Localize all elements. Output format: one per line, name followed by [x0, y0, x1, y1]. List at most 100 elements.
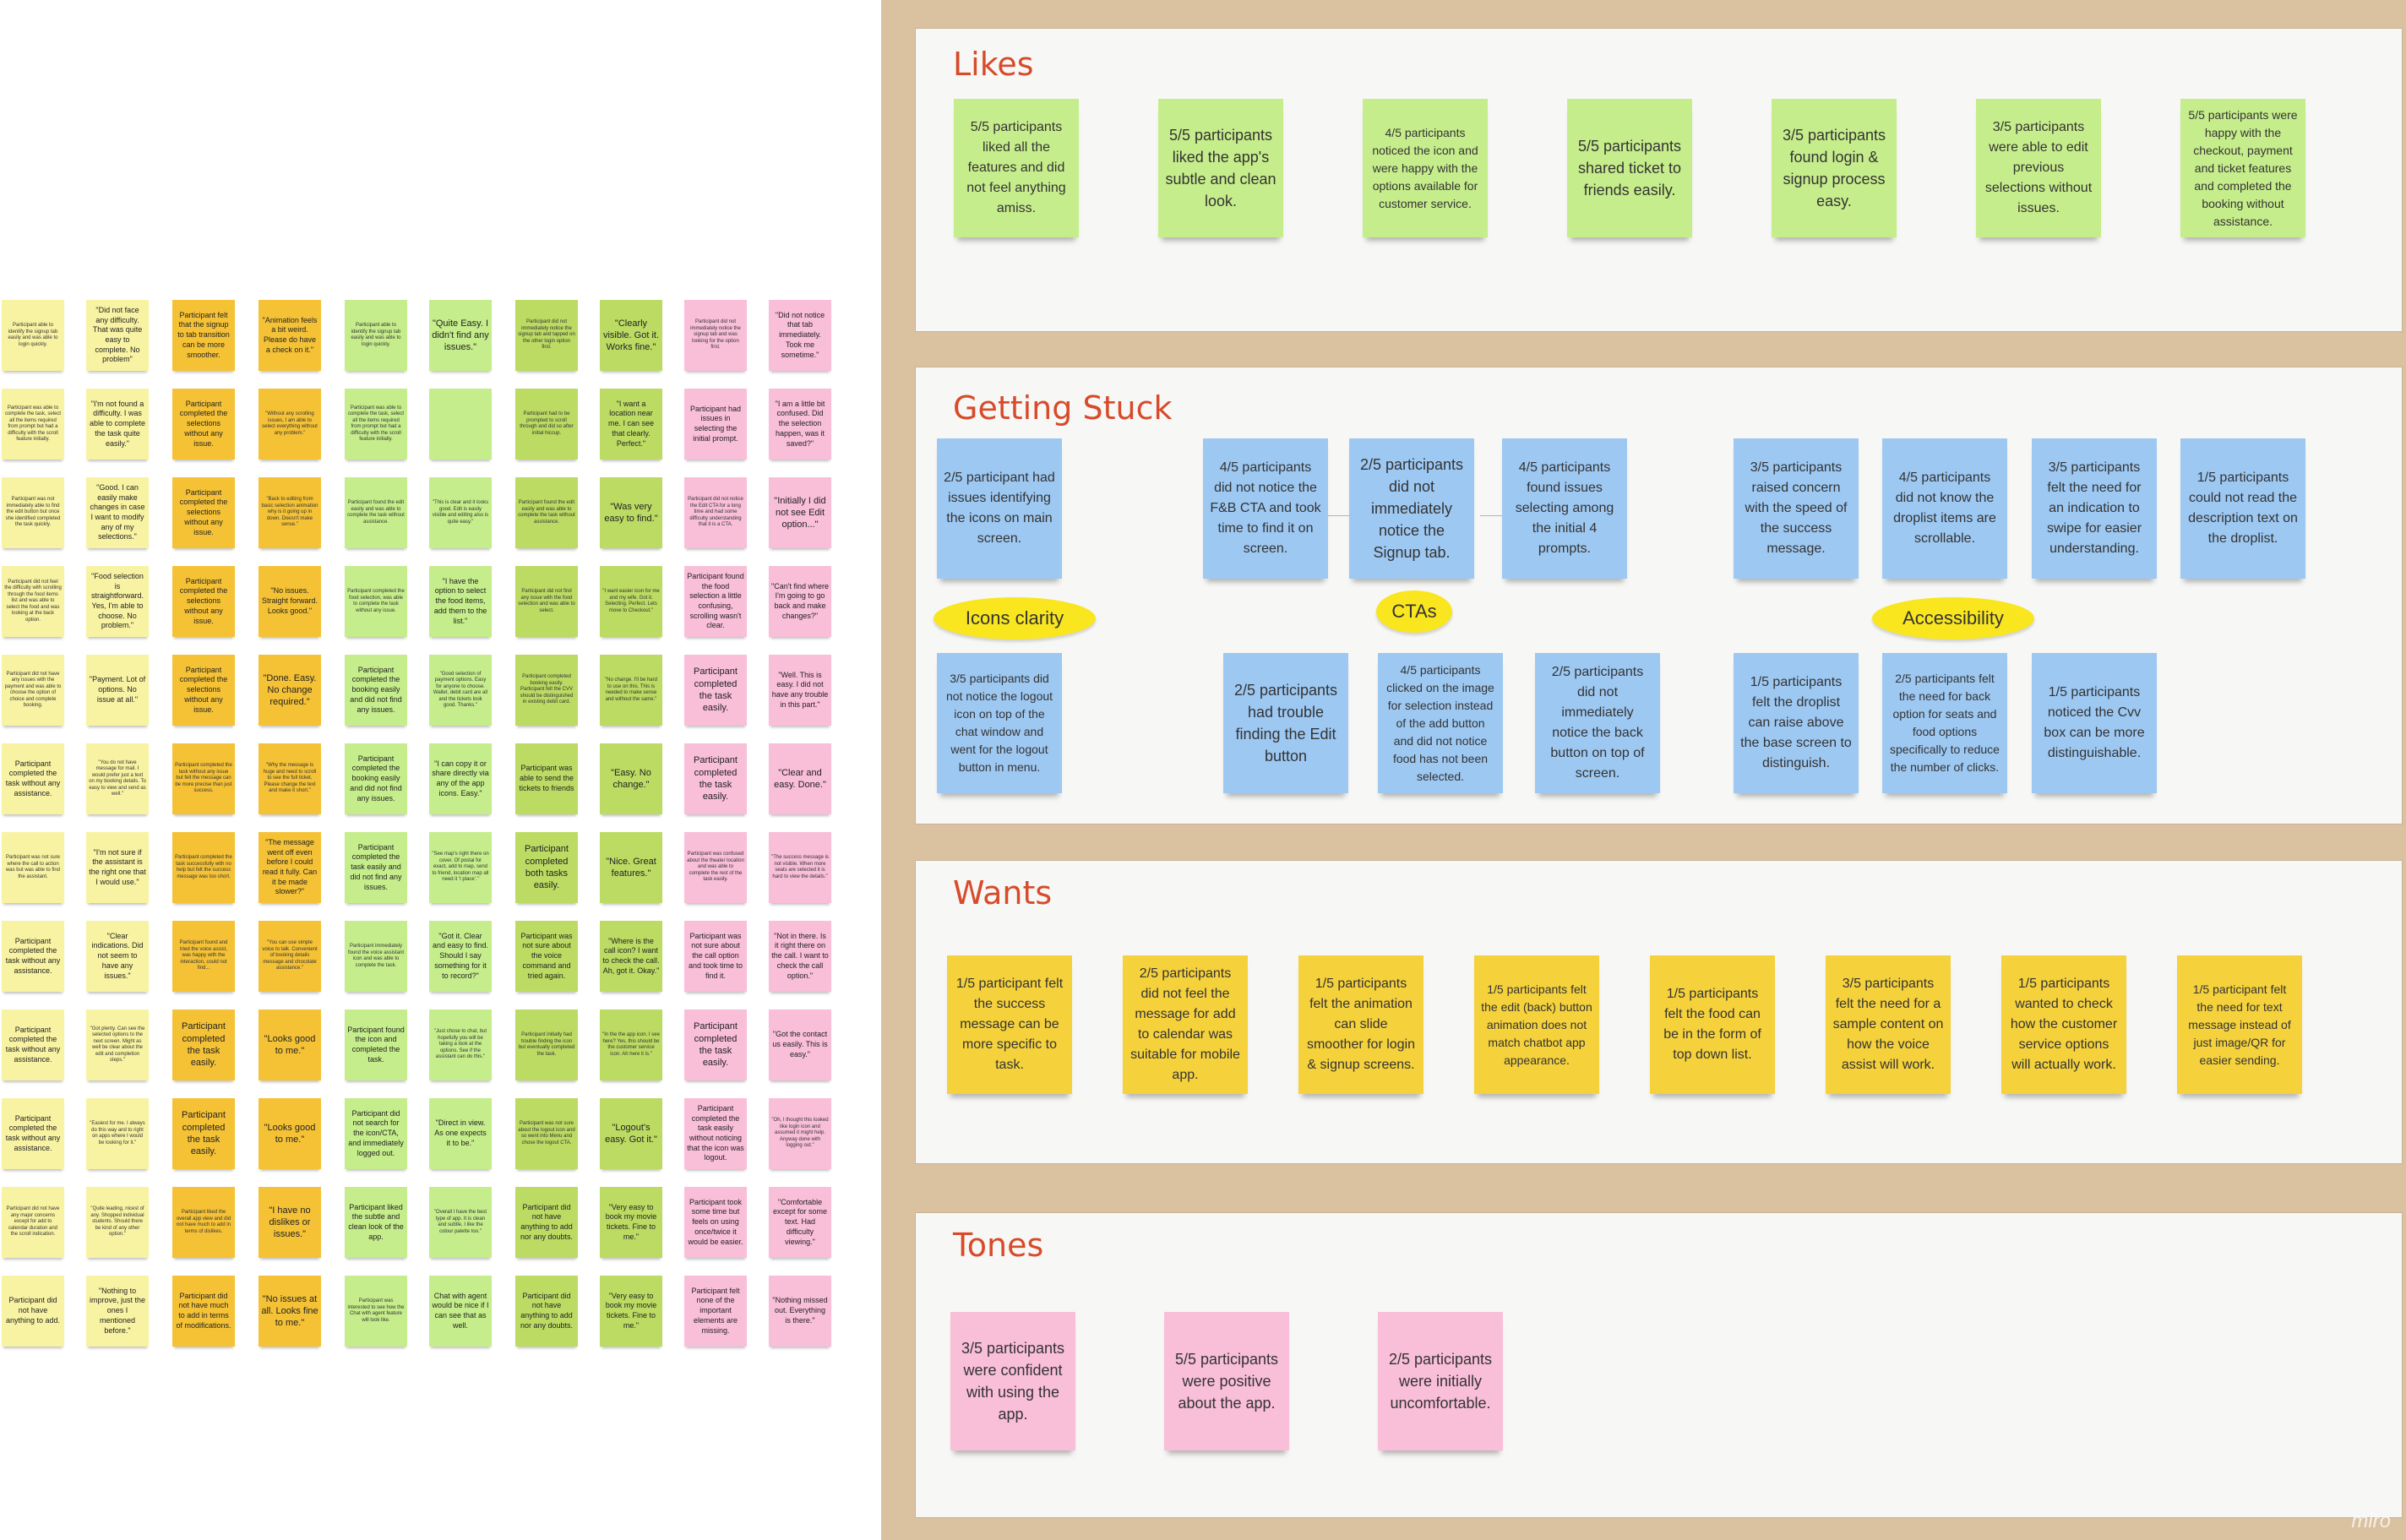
- sticky-note[interactable]: Participant had issues in selecting the …: [684, 389, 747, 460]
- sticky-note[interactable]: Participant completed the task successfu…: [172, 832, 235, 903]
- sticky-note[interactable]: 3/5 participants were able to edit previ…: [1976, 99, 2101, 237]
- sticky-note[interactable]: 2/5 participants did not immediately not…: [1349, 438, 1474, 579]
- sticky-note[interactable]: Participant completed the task easily wi…: [684, 1098, 747, 1169]
- sticky-note[interactable]: [429, 389, 492, 460]
- sticky-note[interactable]: "Direct in view. As one expects it to be…: [429, 1098, 492, 1169]
- sticky-note[interactable]: 2/5 participant had issues identifying t…: [937, 438, 1062, 579]
- sticky-note[interactable]: 4/5 participants did not know the dropli…: [1882, 438, 2007, 579]
- sticky-note[interactable]: 1/5 participants felt the droplist can r…: [1734, 653, 1859, 793]
- sticky-note[interactable]: 5/5 participants were positive about the…: [1164, 1312, 1289, 1450]
- sticky-note[interactable]: Participant did not immediately notice t…: [684, 300, 747, 371]
- sticky-note[interactable]: Participant completed the task without a…: [2, 921, 64, 992]
- sticky-note[interactable]: "I'm not found a difficulty. I was able …: [86, 389, 149, 460]
- sticky-note[interactable]: "See map's right there on cover. Of post…: [429, 832, 492, 903]
- sticky-note[interactable]: "Good selection of payment options. Easy…: [429, 655, 492, 726]
- accessibility-tag[interactable]: Accessibility: [1872, 597, 2034, 639]
- sticky-note[interactable]: 1/5 participants could not read the desc…: [2180, 438, 2305, 579]
- sticky-note[interactable]: Participant completed the selections wit…: [172, 655, 235, 726]
- sticky-note[interactable]: "Very easy to book my movie tickets. Fin…: [600, 1187, 662, 1258]
- sticky-note[interactable]: Participant completed the selections wit…: [172, 389, 235, 460]
- sticky-note[interactable]: Participant had to be prompted to scroll…: [515, 389, 578, 460]
- sticky-note[interactable]: Participant was confused about the theat…: [684, 832, 747, 903]
- sticky-note[interactable]: Participant was not sure about the voice…: [515, 921, 578, 992]
- sticky-note[interactable]: "Quite Easy. I didn't find any issues.": [429, 300, 492, 371]
- sticky-note[interactable]: "Can't find where I'm going to go back a…: [769, 566, 831, 637]
- sticky-note[interactable]: Participant completed both tasks easily.: [515, 832, 578, 903]
- sticky-note[interactable]: 3/5 participants found login & signup pr…: [1772, 99, 1897, 237]
- sticky-note[interactable]: Participant completed the task without a…: [2, 743, 64, 814]
- sticky-note[interactable]: 2/5 participants did not immediately not…: [1535, 653, 1660, 793]
- sticky-note[interactable]: "Payment. Lot of options. No issue at al…: [86, 655, 149, 726]
- sticky-note[interactable]: "Good. I can easily make changes in case…: [86, 477, 149, 548]
- sticky-note[interactable]: 3/5 participants did not notice the logo…: [937, 653, 1062, 793]
- sticky-note[interactable]: Participant was not sure about the call …: [684, 921, 747, 992]
- sticky-note[interactable]: 3/5 participants felt the need for a sam…: [1826, 955, 1951, 1094]
- sticky-note[interactable]: 3/5 participants were confident with usi…: [950, 1312, 1075, 1450]
- sticky-note[interactable]: Participant completed the task without a…: [2, 1098, 64, 1169]
- sticky-note[interactable]: 1/5 participant felt the need for text m…: [2177, 955, 2302, 1094]
- icons-clarity-tag[interactable]: Icons clarity: [934, 597, 1096, 639]
- sticky-note[interactable]: "Nice. Great features.": [600, 832, 662, 903]
- sticky-note[interactable]: Participant was able to complete the tas…: [345, 389, 407, 460]
- sticky-note[interactable]: "I can copy it or share directly via any…: [429, 743, 492, 814]
- sticky-note[interactable]: "The success message is not visible. Whe…: [769, 832, 831, 903]
- sticky-note[interactable]: Participant found the edit easily and wa…: [515, 477, 578, 548]
- sticky-note[interactable]: "Nothing to improve, just the ones I men…: [86, 1276, 149, 1347]
- sticky-note[interactable]: "Got the contact us easily. This is easy…: [769, 1009, 831, 1080]
- sticky-note[interactable]: "Without any scrolling issues, I am able…: [259, 389, 321, 460]
- sticky-note[interactable]: 2/5 participants had trouble finding the…: [1223, 653, 1348, 793]
- sticky-note[interactable]: Participant felt that the signup to tab …: [172, 300, 235, 371]
- sticky-note[interactable]: "No issues. Straight forward. Looks good…: [259, 566, 321, 637]
- sticky-note[interactable]: 1/5 participants felt the edit (back) bu…: [1474, 955, 1599, 1094]
- sticky-note[interactable]: "I want a location near me. I can see th…: [600, 389, 662, 460]
- sticky-note[interactable]: Participant did not have anything to add…: [515, 1276, 578, 1347]
- sticky-note[interactable]: Participant was not sure where the call …: [2, 832, 64, 903]
- sticky-note[interactable]: "Got plenty. Can see the selected option…: [86, 1009, 149, 1080]
- sticky-note[interactable]: "Looks good to me.": [259, 1098, 321, 1169]
- sticky-note[interactable]: Participant completed the task easily.: [684, 655, 747, 726]
- sticky-note[interactable]: Participant completed the task without a…: [2, 1009, 64, 1080]
- sticky-note[interactable]: Participant completed the task easily.: [172, 1098, 235, 1169]
- sticky-note[interactable]: 3/5 participants raised concern with the…: [1734, 438, 1859, 579]
- sticky-note[interactable]: Participant did not feel the difficulty …: [2, 566, 64, 637]
- sticky-note[interactable]: 4/5 participants clicked on the image fo…: [1378, 653, 1503, 793]
- sticky-note[interactable]: Participant found the food selection a l…: [684, 566, 747, 637]
- sticky-note[interactable]: "You can use simple voice to talk. Conve…: [259, 921, 321, 992]
- sticky-note[interactable]: "Clear and easy. Done.": [769, 743, 831, 814]
- sticky-note[interactable]: "Where is the call icon? I want to check…: [600, 921, 662, 992]
- likes-frame[interactable]: Likes 5/5 participants liked all the fea…: [915, 28, 2403, 332]
- sticky-note[interactable]: 2/5 participants were initially uncomfor…: [1378, 1312, 1503, 1450]
- sticky-note[interactable]: "Very easy to book my movie tickets. Fin…: [600, 1276, 662, 1347]
- sticky-note[interactable]: "Clearly visible. Got it. Works fine.": [600, 300, 662, 371]
- sticky-note[interactable]: 5/5 participants shared ticket to friend…: [1567, 99, 1692, 237]
- sticky-note[interactable]: 5/5 participants liked all the features …: [954, 99, 1079, 237]
- sticky-note[interactable]: Participant completed the task easily.: [684, 743, 747, 814]
- sticky-note[interactable]: "Quite leading, nicest of any. Shopped i…: [86, 1187, 149, 1258]
- sticky-note[interactable]: Participant able to identify the signup …: [345, 300, 407, 371]
- sticky-note[interactable]: Participant did not notice the Edit CTA …: [684, 477, 747, 548]
- sticky-note[interactable]: Participant did not have any issues with…: [2, 655, 64, 726]
- sticky-note[interactable]: 1/5 participants wanted to check how the…: [2001, 955, 2126, 1094]
- sticky-note[interactable]: 2/5 participants felt the need for back …: [1882, 653, 2007, 793]
- sticky-note[interactable]: "Easiest for me. I always do this way an…: [86, 1098, 149, 1169]
- sticky-note[interactable]: "You do not have message for mail. I wou…: [86, 743, 149, 814]
- sticky-note[interactable]: Participant completed the task easily an…: [345, 832, 407, 903]
- sticky-note[interactable]: Participant able to identify the signup …: [2, 300, 64, 371]
- sticky-note[interactable]: Participant completed the booking easily…: [345, 655, 407, 726]
- sticky-note[interactable]: "I have the option to select the food it…: [429, 566, 492, 637]
- sticky-note[interactable]: "I am a little bit confused. Did the sel…: [769, 389, 831, 460]
- sticky-note[interactable]: "The message went off even before I coul…: [259, 832, 321, 903]
- sticky-note[interactable]: Participant completed the booking easily…: [345, 743, 407, 814]
- sticky-note[interactable]: Participant did not have any major conce…: [2, 1187, 64, 1258]
- sticky-note[interactable]: "Clear indications. Did not seem to have…: [86, 921, 149, 992]
- sticky-note[interactable]: Participant was interested to see how th…: [345, 1276, 407, 1347]
- sticky-note[interactable]: Participant did not have anything to add…: [515, 1187, 578, 1258]
- sticky-note[interactable]: Participant was able to complete the tas…: [2, 389, 64, 460]
- sticky-note[interactable]: "No change. I'll be hard to use on this.…: [600, 655, 662, 726]
- sticky-note[interactable]: Participant was not sure about the logou…: [515, 1098, 578, 1169]
- sticky-note[interactable]: "Initially I did not see Edit option...": [769, 477, 831, 548]
- sticky-note[interactable]: "I'm not sure if the assistant is the ri…: [86, 832, 149, 903]
- sticky-note[interactable]: Participant found the edit easily and wa…: [345, 477, 407, 548]
- sticky-note[interactable]: "This is clear and it looks good. Edit i…: [429, 477, 492, 548]
- sticky-note[interactable]: "Done. Easy. No change required.": [259, 655, 321, 726]
